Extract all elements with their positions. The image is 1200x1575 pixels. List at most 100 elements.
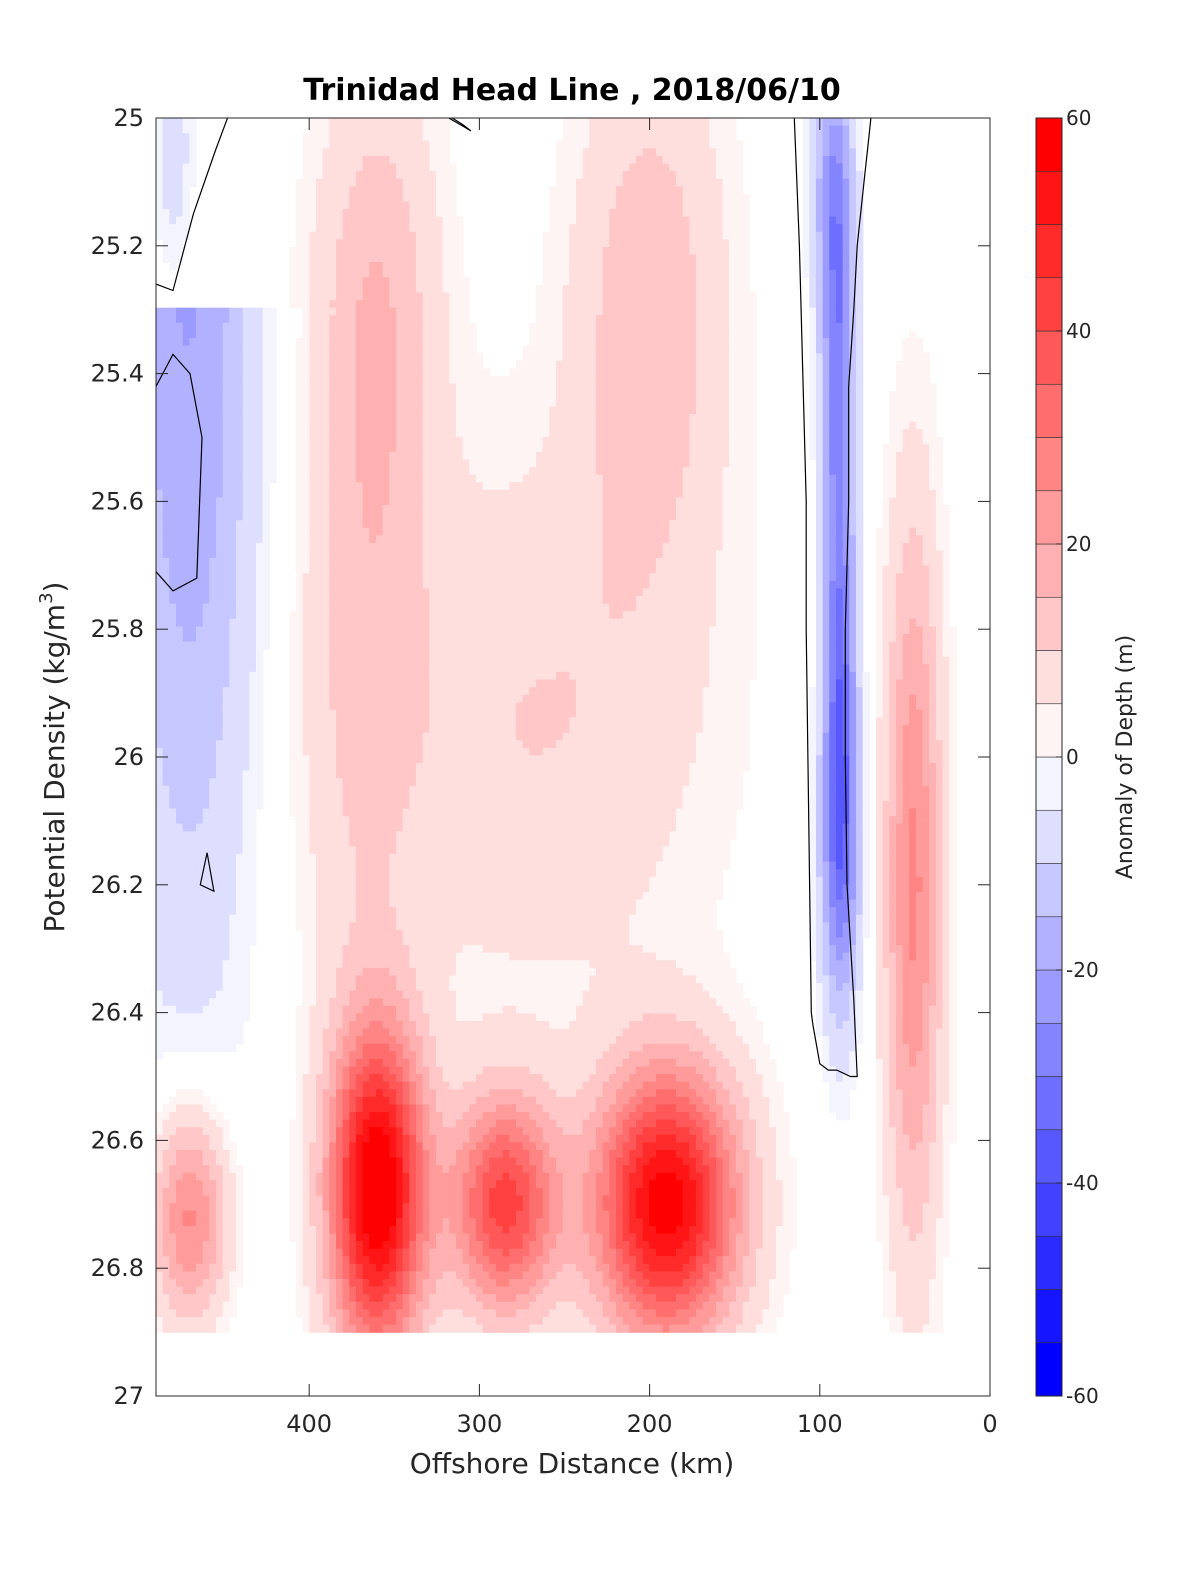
field-cell bbox=[249, 876, 257, 886]
field-cell bbox=[156, 148, 164, 157]
field-cell bbox=[402, 1241, 411, 1250]
field-cell bbox=[182, 755, 191, 764]
field-cell bbox=[236, 762, 244, 772]
field-cell bbox=[255, 444, 264, 453]
field-cell bbox=[409, 679, 417, 688]
field-cell bbox=[202, 1013, 211, 1022]
field-cell bbox=[236, 413, 244, 423]
field-cell bbox=[322, 800, 331, 810]
field-cell bbox=[169, 527, 177, 537]
field-cell bbox=[156, 649, 164, 658]
field-cell bbox=[176, 800, 184, 810]
field-cell bbox=[189, 1294, 197, 1303]
field-cell bbox=[329, 322, 337, 332]
field-cell bbox=[182, 171, 191, 180]
field-cell bbox=[355, 975, 364, 984]
field-cell bbox=[375, 1210, 384, 1219]
field-cell bbox=[162, 186, 171, 195]
field-cell bbox=[342, 762, 351, 772]
field-cell bbox=[222, 755, 231, 764]
field-cell bbox=[329, 694, 337, 703]
field-cell bbox=[335, 1020, 344, 1030]
field-cell bbox=[189, 171, 197, 180]
field-cell bbox=[302, 611, 311, 620]
field-cell bbox=[402, 201, 411, 210]
field-cell bbox=[176, 876, 184, 886]
field-cell bbox=[369, 793, 377, 802]
field-cell bbox=[375, 1134, 384, 1144]
field-cell bbox=[295, 679, 304, 688]
field-cell bbox=[209, 1157, 217, 1166]
field-cell bbox=[329, 649, 337, 658]
field-cell bbox=[402, 755, 411, 764]
field-cell bbox=[409, 1233, 417, 1242]
field-cell bbox=[402, 558, 411, 567]
field-cell bbox=[176, 922, 184, 931]
field-cell bbox=[216, 1028, 224, 1037]
field-cell bbox=[302, 793, 311, 802]
field-cell bbox=[182, 118, 191, 127]
field-cell bbox=[402, 406, 411, 415]
field-cell bbox=[262, 398, 271, 408]
field-cell bbox=[382, 1324, 391, 1333]
field-cell bbox=[302, 467, 311, 476]
field-cell bbox=[375, 1256, 384, 1265]
field-cell bbox=[169, 831, 177, 840]
field-cell bbox=[415, 254, 424, 263]
field-cell bbox=[342, 209, 351, 218]
field-cell bbox=[209, 1271, 217, 1280]
field-cell bbox=[382, 140, 391, 150]
field-cell bbox=[262, 322, 271, 332]
field-cell bbox=[222, 512, 231, 521]
field-cell bbox=[302, 1286, 311, 1295]
field-cell bbox=[362, 732, 371, 741]
field-cell bbox=[209, 353, 217, 362]
field-cell bbox=[229, 1149, 237, 1159]
field-cell bbox=[322, 975, 331, 984]
field-cell bbox=[236, 884, 244, 893]
field-cell bbox=[182, 368, 191, 377]
field-cell bbox=[249, 338, 257, 347]
field-cell bbox=[216, 527, 224, 537]
field-cell bbox=[202, 914, 211, 924]
field-cell bbox=[342, 459, 351, 468]
field-cell bbox=[389, 216, 397, 225]
field-cell bbox=[162, 687, 171, 696]
field-cell bbox=[309, 702, 317, 711]
field-cell bbox=[409, 459, 417, 468]
field-cell bbox=[169, 1241, 177, 1250]
field-cell bbox=[402, 1043, 411, 1053]
field-cell bbox=[322, 937, 331, 946]
field-cell bbox=[355, 1180, 364, 1189]
field-cell bbox=[202, 1043, 211, 1053]
field-cell bbox=[382, 497, 391, 506]
field-cell bbox=[202, 1203, 211, 1212]
field-cell bbox=[342, 277, 351, 286]
field-cell bbox=[156, 482, 164, 491]
field-cell bbox=[335, 504, 344, 514]
field-cell bbox=[375, 1172, 384, 1182]
field-cell bbox=[402, 1218, 411, 1227]
field-cell bbox=[176, 1187, 184, 1197]
field-cell bbox=[329, 884, 337, 893]
field-cell bbox=[176, 596, 184, 605]
field-cell bbox=[322, 1051, 331, 1060]
field-cell bbox=[209, 656, 217, 666]
field-cell bbox=[349, 1112, 357, 1121]
field-cell bbox=[255, 542, 264, 552]
field-cell bbox=[162, 1180, 171, 1189]
field-cell bbox=[362, 535, 371, 544]
field-cell bbox=[375, 467, 384, 476]
field-cell bbox=[402, 1119, 411, 1128]
field-cell bbox=[169, 709, 177, 719]
field-cell bbox=[369, 247, 377, 256]
field-cell bbox=[236, 891, 244, 901]
field-cell bbox=[409, 155, 417, 165]
field-cell bbox=[309, 626, 317, 635]
field-cell bbox=[349, 254, 357, 263]
field-cell bbox=[295, 1127, 304, 1136]
field-cell bbox=[375, 353, 384, 362]
field-cell bbox=[382, 1074, 391, 1083]
field-cell bbox=[315, 1043, 324, 1053]
field-cell bbox=[209, 998, 217, 1007]
